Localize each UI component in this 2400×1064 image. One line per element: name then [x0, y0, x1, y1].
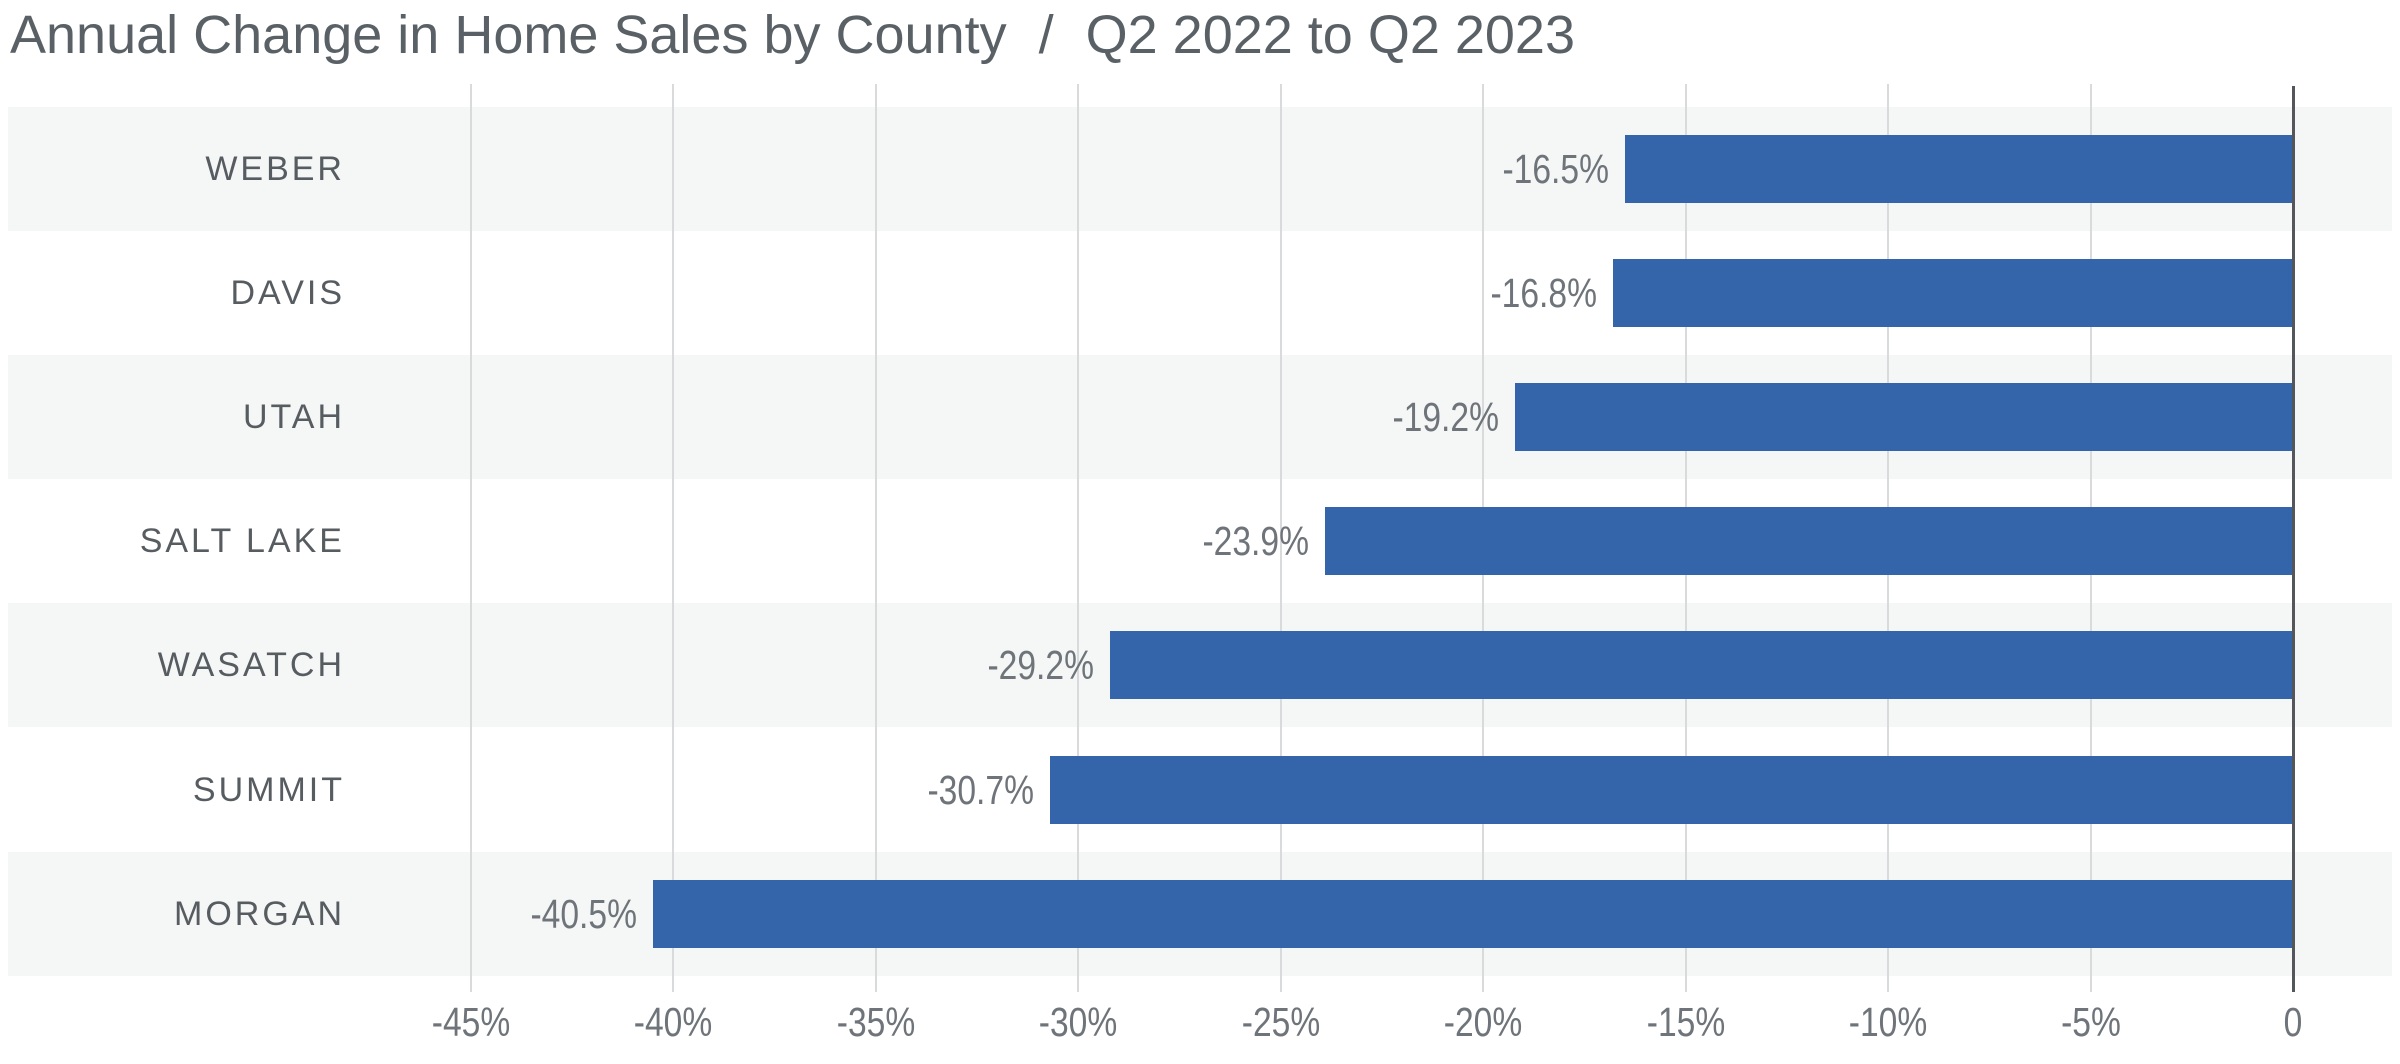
chart-title-main: Annual Change in Home Sales by County [10, 5, 1007, 65]
category-label: WEBER [205, 150, 345, 188]
value-label: -23.9% [1202, 518, 1310, 565]
bar [1110, 631, 2293, 700]
value-label: -16.8% [1490, 270, 1597, 317]
x-tick-label: -20% [1443, 999, 1523, 1045]
bar [1612, 259, 2293, 328]
chart-title: Annual Change in Home Sales by County / Q2… [10, 2, 1575, 68]
category-label: DAVIS [230, 274, 345, 313]
x-tick-label: -40% [633, 999, 713, 1045]
x-tick-label: -35% [836, 999, 915, 1045]
bar [1624, 135, 2293, 204]
x-tick-label: -45% [431, 999, 510, 1045]
category-label: SALT LAKE [139, 522, 345, 561]
category-label: UTAH [242, 398, 345, 437]
x-tick-label: -15% [1646, 999, 1725, 1045]
zero-axis-line [2292, 86, 2295, 992]
bar [652, 879, 2293, 948]
gridline [1279, 84, 1282, 992]
category-label: SUMMIT [192, 770, 345, 809]
value-label: -19.2% [1392, 394, 1500, 441]
x-tick-label: 0 [2283, 999, 2303, 1045]
category-label: MORGAN [174, 894, 345, 933]
x-tick-label: -10% [1848, 999, 1928, 1045]
value-label: -40.5% [530, 890, 637, 937]
bar [1049, 755, 2293, 824]
bar [1515, 383, 2293, 452]
gridline [469, 84, 472, 992]
chart-title-separator: / [1038, 5, 1054, 65]
x-tick-label: -25% [1241, 999, 1320, 1045]
category-label: WASATCH [157, 646, 345, 685]
bar [1325, 507, 2293, 576]
gridline [874, 84, 877, 992]
value-label: -30.7% [927, 766, 1034, 813]
chart-title-period: Q2 2022 to Q2 2023 [1085, 5, 1575, 65]
x-tick-label: -5% [2060, 999, 2121, 1045]
gridline [672, 84, 674, 992]
value-label: -16.5% [1502, 146, 1609, 192]
gridline [1077, 84, 1079, 992]
x-tick-label: -30% [1038, 999, 1118, 1045]
value-label: -29.2% [987, 642, 1095, 689]
